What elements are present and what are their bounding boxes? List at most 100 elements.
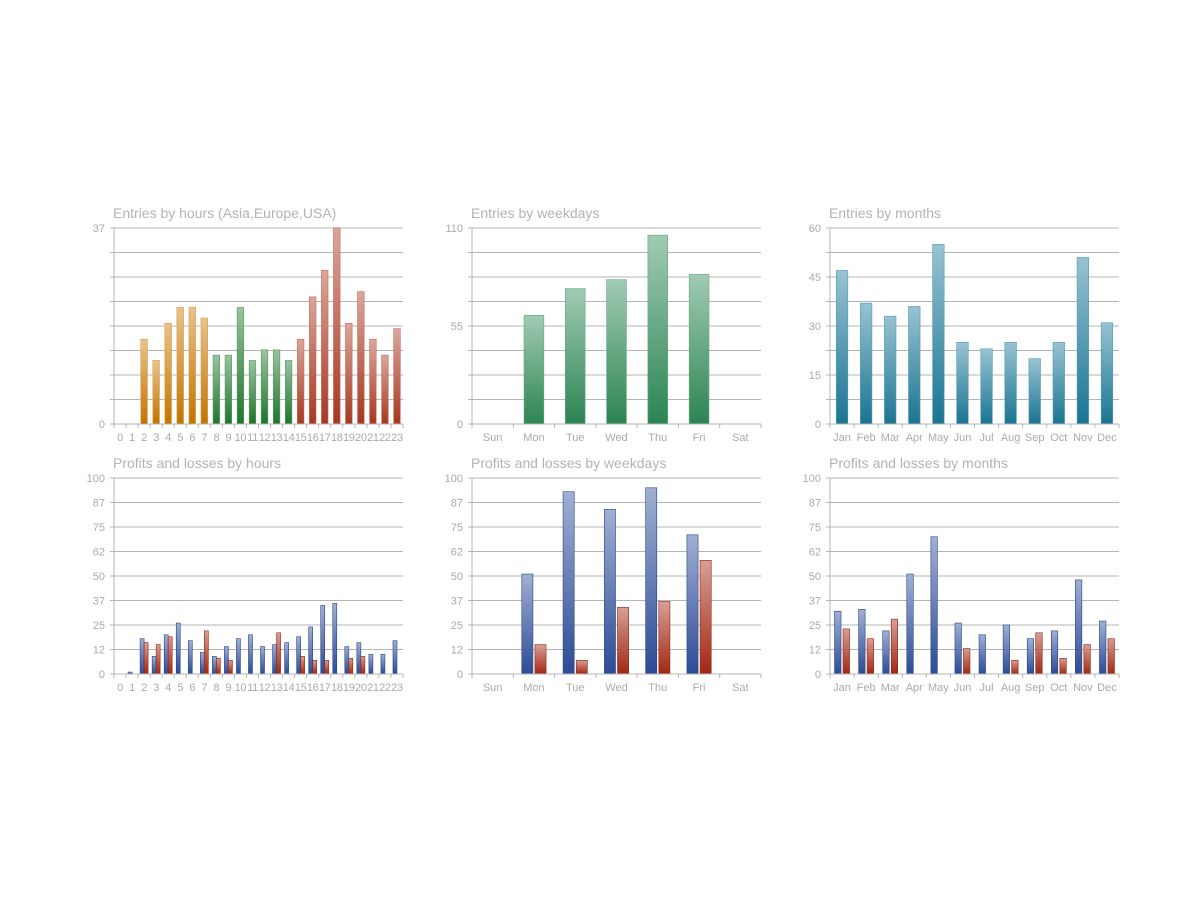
x-tick-label: Fri bbox=[693, 682, 706, 694]
bar bbox=[860, 302, 873, 425]
y-tick-label: 87 bbox=[809, 498, 821, 510]
x-tick-label: 20 bbox=[355, 682, 367, 694]
x-tick-label: Sat bbox=[732, 682, 749, 694]
chart-title: Entries by hours (Asia,Europe,USA) bbox=[113, 205, 337, 221]
bar-loss bbox=[1059, 658, 1067, 675]
bar bbox=[272, 349, 281, 425]
y-tick-label: 60 bbox=[809, 223, 821, 235]
bar-profit bbox=[200, 652, 205, 675]
x-tick-label: Jul bbox=[980, 432, 994, 444]
x-tick-label: Jun bbox=[954, 682, 972, 694]
y-tick-label: 37 bbox=[451, 596, 463, 608]
bar-profit bbox=[151, 656, 157, 675]
x-tick-label: May bbox=[928, 682, 949, 694]
bar-loss bbox=[348, 658, 354, 675]
bar-profit bbox=[906, 573, 914, 675]
y-tick-label: 110 bbox=[445, 223, 463, 235]
y-tick-label: 87 bbox=[93, 498, 105, 510]
x-tick-label: 14 bbox=[283, 432, 295, 444]
bar-profit bbox=[686, 534, 699, 675]
bar-profit bbox=[1099, 620, 1107, 675]
bar-loss bbox=[143, 642, 149, 675]
y-tick-label: 0 bbox=[815, 419, 821, 431]
x-tick-label: Sep bbox=[1025, 432, 1045, 444]
bar-loss bbox=[842, 628, 850, 675]
bar bbox=[284, 360, 293, 425]
x-tick-label: 19 bbox=[343, 682, 355, 694]
bar bbox=[369, 338, 377, 425]
y-tick-label: 62 bbox=[451, 547, 463, 559]
bar bbox=[884, 315, 897, 425]
y-tick-label: 12 bbox=[93, 645, 105, 657]
x-tick-label: 12 bbox=[259, 432, 271, 444]
x-tick-label: Apr bbox=[906, 682, 923, 694]
x-tick-label: 4 bbox=[165, 432, 171, 444]
chart-plot: 0 12 25 37 50 62 75 87 100 Sun Mon Tue Wed Thu Fri Sat bbox=[445, 473, 762, 694]
bar-loss bbox=[300, 656, 305, 675]
bar-profit bbox=[834, 610, 842, 675]
bar bbox=[835, 270, 849, 425]
bar-loss bbox=[228, 659, 233, 675]
x-tick-label: 3 bbox=[153, 682, 159, 694]
x-tick-label: Oct bbox=[1050, 432, 1067, 444]
x-tick-label: 2 bbox=[141, 432, 147, 444]
x-tick-label: Tue bbox=[566, 432, 585, 444]
bar bbox=[1052, 342, 1065, 425]
x-tick-label: 23 bbox=[391, 432, 403, 444]
bar-profit bbox=[187, 640, 193, 675]
bar bbox=[188, 307, 196, 425]
x-tick-label: 8 bbox=[213, 432, 219, 444]
y-tick-label: 0 bbox=[457, 669, 463, 681]
bar bbox=[1004, 342, 1017, 425]
x-tick-label: 11 bbox=[247, 432, 258, 444]
bar-profit bbox=[320, 605, 326, 675]
chart-plot: 0 12 25 37 50 62 75 87 100 Jan Feb Mar Apr May Jun Jul A… bbox=[803, 473, 1120, 694]
y-tick-label: 0 bbox=[99, 419, 105, 431]
bar bbox=[248, 360, 257, 425]
x-tick-label: Sun bbox=[483, 432, 503, 444]
bar-loss bbox=[360, 656, 366, 675]
x-tick-label: 15 bbox=[295, 432, 307, 444]
bar bbox=[393, 328, 401, 425]
x-tick-label: 15 bbox=[295, 682, 307, 694]
bar bbox=[321, 270, 329, 425]
chart-entries-by-months: Entries by months 0 15 30 45 60 Jan Feb Mar Apr M… bbox=[796, 205, 1146, 445]
x-tick-label: 21 bbox=[367, 432, 379, 444]
bar-loss bbox=[1035, 632, 1043, 675]
bar bbox=[1076, 257, 1089, 425]
x-tick-label: 0 bbox=[117, 432, 123, 444]
y-tick-label: 100 bbox=[445, 473, 463, 485]
bar bbox=[908, 306, 921, 425]
x-tick-label: 11 bbox=[247, 682, 258, 694]
x-tick-label: 23 bbox=[391, 682, 403, 694]
bar bbox=[1100, 322, 1114, 425]
bar-profit bbox=[954, 622, 962, 675]
x-tick-label: Mar bbox=[881, 682, 900, 694]
y-tick-label: 75 bbox=[809, 522, 821, 534]
y-tick-label: 50 bbox=[93, 571, 105, 583]
y-tick-label: 0 bbox=[457, 419, 463, 431]
x-tick-label: 12 bbox=[259, 682, 271, 694]
y-tick-label: 12 bbox=[809, 645, 821, 657]
bar-profit bbox=[1026, 638, 1035, 675]
x-tick-label: 20 bbox=[355, 432, 367, 444]
bar-profit bbox=[260, 646, 265, 675]
bar-loss bbox=[155, 644, 161, 675]
x-tick-label: 1 bbox=[129, 682, 135, 694]
x-tick-label: Tue bbox=[566, 682, 585, 694]
bar-loss bbox=[658, 601, 671, 675]
bar-loss bbox=[1083, 644, 1091, 675]
chart-profits-losses-by-months: Profits and losses by months 0 12 25 37 50 62… bbox=[796, 455, 1146, 695]
bar bbox=[345, 323, 353, 425]
bar-profit bbox=[284, 642, 289, 675]
bar-loss bbox=[312, 659, 317, 675]
bar-loss bbox=[699, 560, 712, 675]
bar-loss bbox=[276, 632, 281, 675]
bar-profit bbox=[236, 638, 241, 675]
x-tick-label: Thu bbox=[648, 432, 667, 444]
bar-loss bbox=[204, 630, 209, 675]
y-tick-label: 75 bbox=[451, 522, 463, 534]
x-tick-label: 3 bbox=[153, 432, 159, 444]
bar bbox=[688, 274, 710, 425]
